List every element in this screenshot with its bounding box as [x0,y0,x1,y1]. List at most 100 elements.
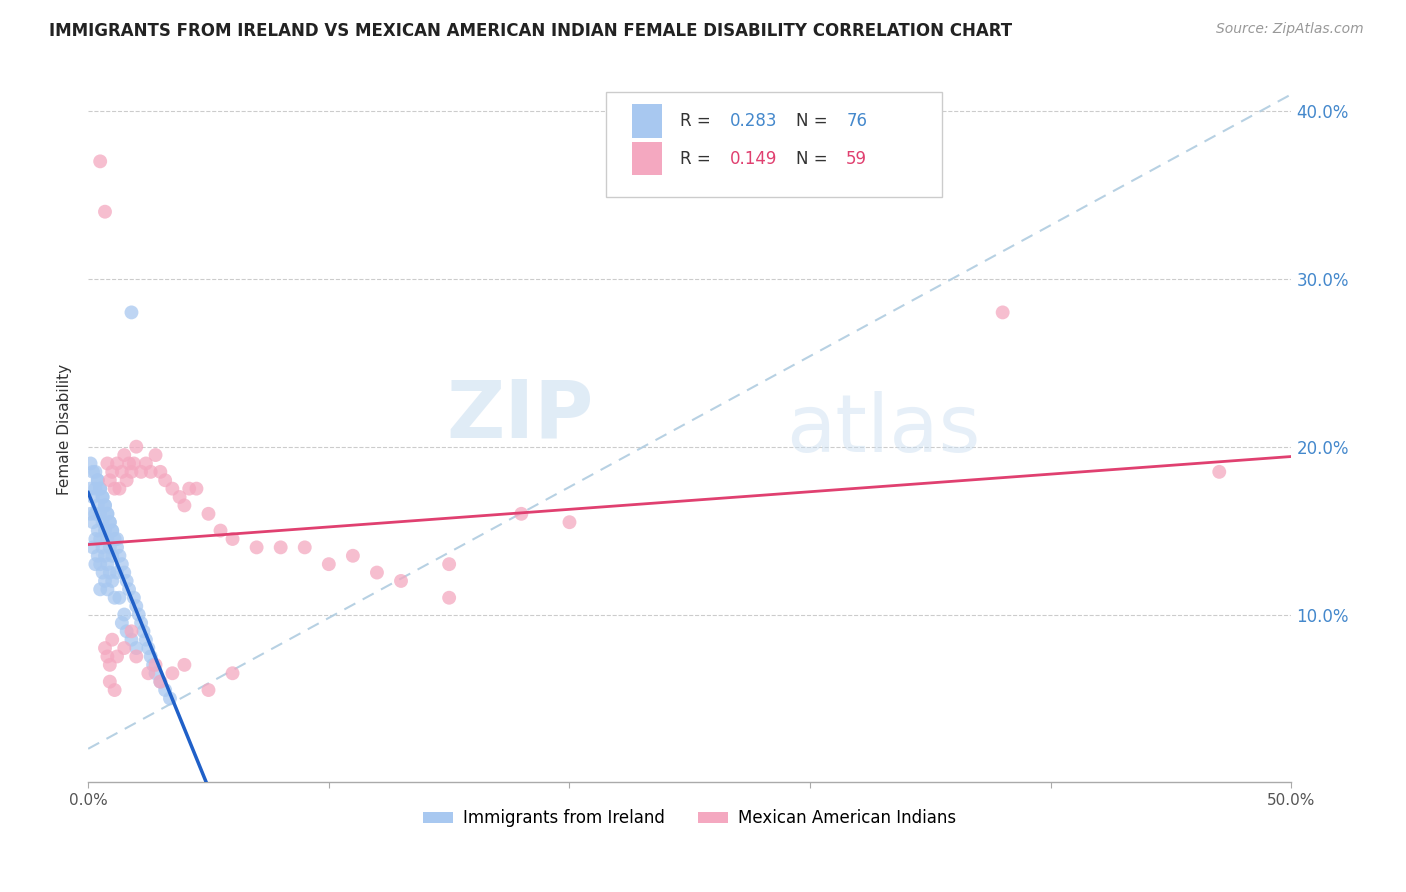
Point [221,666,243,681]
Point [246,541,269,555]
Point [125,649,148,664]
Point [162,482,184,496]
Point [135,632,157,647]
Point [84,557,107,571]
Point [111,615,134,630]
Point [270,541,292,555]
Point [87,524,110,538]
Point [87,473,110,487]
Point [82,465,104,479]
Point [101,465,124,479]
Point [94,549,117,563]
Point [89,154,111,169]
Point [105,541,128,555]
Point [105,532,128,546]
Point [149,674,172,689]
Point [125,440,148,454]
Point [991,305,1014,319]
Point [96,507,118,521]
Point [91,515,114,529]
Point [145,448,167,462]
Point [82,490,104,504]
Point [89,582,111,597]
Point [104,683,127,698]
Point [558,515,581,529]
Point [89,482,111,496]
Point [91,566,114,580]
Point [129,615,152,630]
Text: 0.149: 0.149 [730,150,778,168]
Point [142,657,165,672]
Bar [633,104,662,138]
Point [162,666,184,681]
Point [91,541,114,555]
Point [139,649,162,664]
Point [82,515,104,529]
Point [173,657,195,672]
Point [91,490,114,504]
Point [108,482,131,496]
Point [135,457,157,471]
Text: atlas: atlas [786,391,980,469]
Point [136,641,159,656]
Point [389,574,412,588]
Text: N =: N = [796,112,832,130]
Y-axis label: Female Disability: Female Disability [58,364,72,495]
Point [101,524,124,538]
Point [96,532,118,546]
Point [179,482,201,496]
Bar [633,142,662,176]
Point [84,482,107,496]
Legend: Immigrants from Ireland, Mexican American Indians: Immigrants from Ireland, Mexican America… [416,803,963,834]
Text: R =: R = [681,112,716,130]
Point [366,566,388,580]
Point [96,649,118,664]
Point [101,632,124,647]
Point [98,657,121,672]
Point [94,204,117,219]
Point [139,465,162,479]
Point [96,457,118,471]
Point [112,448,135,462]
Point [112,566,135,580]
Point [132,624,155,639]
Point [186,482,208,496]
Point [342,549,364,563]
Point [96,557,118,571]
Point [104,591,127,605]
Text: 59: 59 [846,150,868,168]
Point [108,549,131,563]
FancyBboxPatch shape [606,92,942,197]
Point [111,465,134,479]
Point [510,507,533,521]
Point [197,683,219,698]
Point [173,499,195,513]
Point [121,465,143,479]
Point [112,607,135,622]
Text: IMMIGRANTS FROM IRELAND VS MEXICAN AMERICAN INDIAN FEMALE DISABILITY CORRELATION: IMMIGRANTS FROM IRELAND VS MEXICAN AMERI… [49,22,1012,40]
Text: N =: N = [796,150,832,168]
Point [104,532,127,546]
Point [98,473,121,487]
Point [221,532,243,546]
Point [98,515,121,529]
Point [121,632,143,647]
Point [87,473,110,487]
Point [125,641,148,656]
Point [108,591,131,605]
Point [118,582,141,597]
Point [87,499,110,513]
Point [101,524,124,538]
Point [159,691,181,706]
Point [111,557,134,571]
Point [98,515,121,529]
Point [197,507,219,521]
Point [125,599,148,614]
Point [145,666,167,681]
Point [145,657,167,672]
Point [98,674,121,689]
Point [209,524,232,538]
Point [149,674,172,689]
Point [105,566,128,580]
Point [91,490,114,504]
